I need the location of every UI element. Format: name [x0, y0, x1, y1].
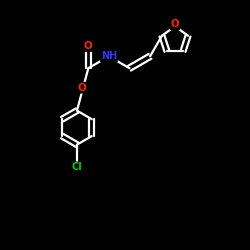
Text: Cl: Cl [72, 162, 82, 172]
Text: O: O [84, 41, 93, 51]
Text: O: O [78, 83, 86, 93]
Text: O: O [170, 19, 179, 29]
Text: NH: NH [101, 51, 117, 61]
